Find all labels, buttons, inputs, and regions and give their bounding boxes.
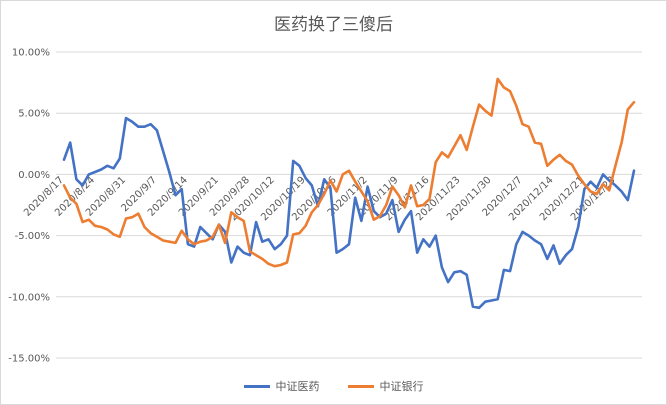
chart-title: 医药换了三傻后	[274, 15, 393, 35]
legend-item-1[interactable]: 中证医药	[243, 378, 320, 394]
y-tick-label: 0.00%	[18, 170, 50, 181]
legend-label-1: 中证医药	[275, 380, 320, 393]
series-line-2[interactable]	[62, 77, 636, 268]
legend-label-2: 中证银行	[379, 380, 424, 393]
legend: 中证医药 中证银行	[0, 378, 667, 394]
series-lines	[62, 77, 636, 310]
series-line-1[interactable]	[62, 116, 636, 310]
legend-item-2[interactable]: 中证银行	[347, 378, 424, 394]
y-axis-ticks: 10.00% 5.00% 0.00% -5.00% -10.00% -15.00%	[8, 48, 50, 365]
y-tick-label: -10.00%	[8, 292, 50, 303]
legend-swatch-1	[243, 384, 270, 388]
y-tick-label: -15.00%	[8, 354, 50, 365]
legend-swatch-2	[347, 384, 374, 388]
y-tick-label: -5.00%	[15, 231, 50, 242]
gridlines	[56, 51, 642, 359]
y-tick-label: 5.00%	[18, 109, 50, 120]
y-tick-label: 10.00%	[12, 48, 50, 59]
